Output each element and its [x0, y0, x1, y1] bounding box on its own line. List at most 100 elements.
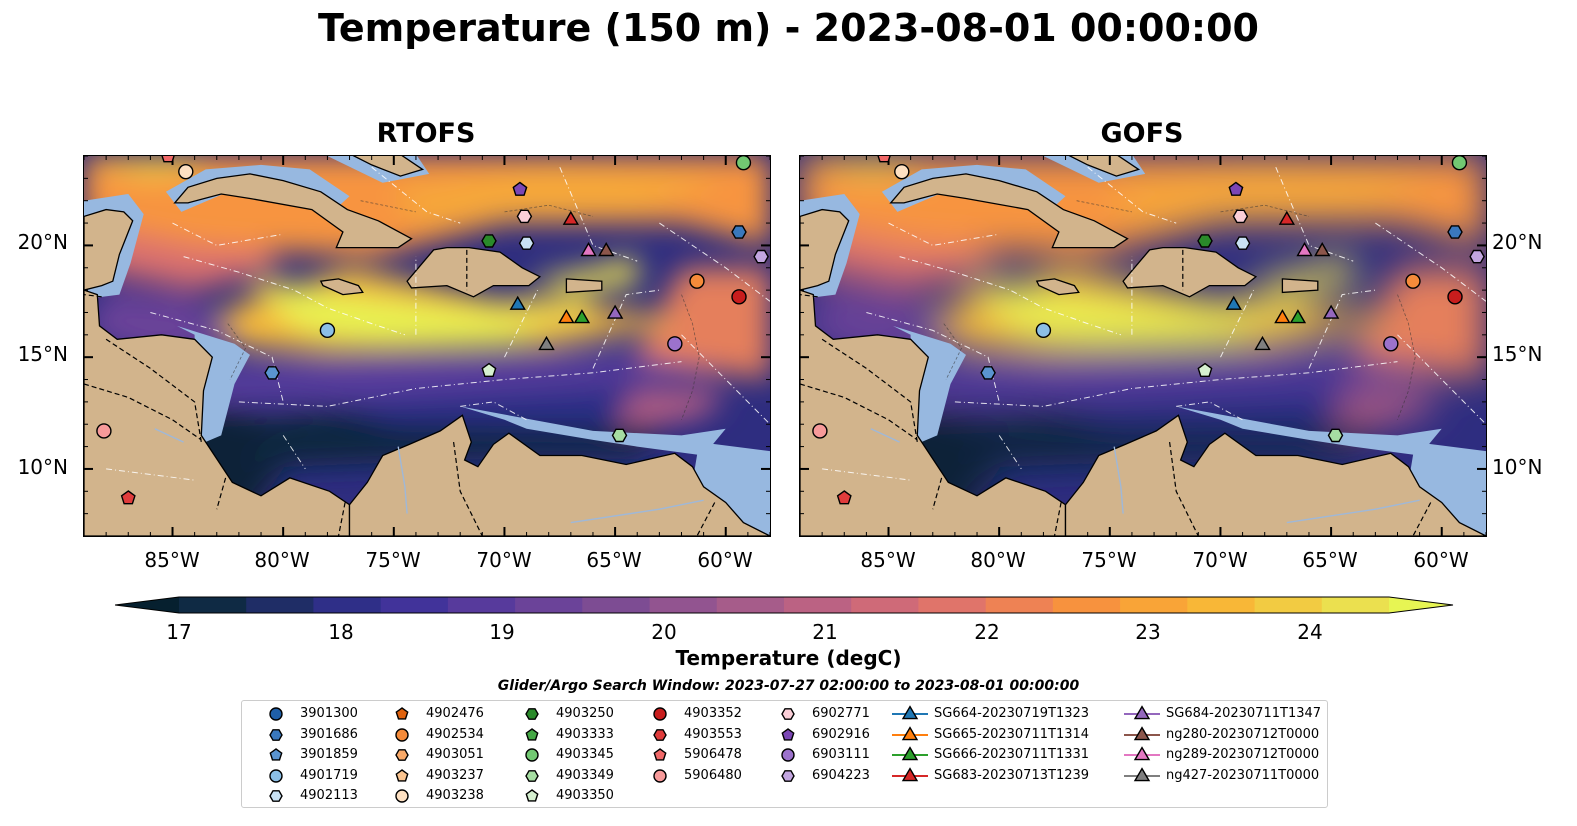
colorbar-outline — [115, 596, 1454, 614]
legend-marker — [395, 768, 409, 782]
axis-ticks — [800, 156, 1486, 536]
eez-boundaries — [822, 166, 1486, 481]
colorbar-extend-min — [115, 597, 179, 613]
observation-marker — [580, 241, 597, 257]
colorbar-label: Temperature (degC) — [675, 646, 902, 670]
x-tick-label: 75°W — [365, 548, 421, 572]
legend-entry-label: 4903349 — [556, 767, 614, 783]
legend-entry-label: 4902476 — [426, 706, 484, 721]
observation-marker — [1405, 273, 1421, 289]
observation-marker — [753, 249, 769, 264]
observation-marker — [573, 309, 591, 324]
country-borders — [800, 249, 1432, 536]
temperature-contour — [393, 167, 726, 224]
x-tick-label: 65°W — [586, 548, 642, 572]
legend-marker — [269, 707, 283, 721]
x-tick-label: 85°W — [860, 548, 916, 572]
legend-marker — [525, 748, 539, 762]
legend-marker — [1133, 767, 1151, 782]
colorbar-bin — [649, 597, 718, 613]
observation-marker — [877, 156, 891, 163]
legend-marker — [395, 789, 409, 804]
legend-marker — [525, 708, 539, 720]
triangle-marker-icon — [892, 725, 928, 740]
observation-marker — [1383, 336, 1399, 352]
legend-marker — [653, 707, 667, 721]
legend-entry-label: 6902916 — [812, 726, 870, 742]
legend-entry-label: 5906480 — [684, 767, 742, 783]
observation-marker — [1289, 309, 1307, 324]
observation-marker — [178, 163, 194, 180]
observation-marker — [894, 163, 910, 180]
legend-marker — [525, 727, 539, 741]
x-tick-label: 60°W — [1413, 548, 1469, 572]
legend-entry-label: 4903237 — [426, 767, 484, 783]
observation-marker — [120, 490, 136, 505]
legend-marker — [395, 749, 409, 762]
temperature-contour — [1331, 390, 1442, 425]
observation-marker — [512, 181, 528, 196]
triangle-marker-icon — [892, 767, 928, 782]
colorbar-tick-label: 18 — [328, 620, 354, 644]
y-tick-label: 10°N — [17, 455, 68, 479]
legend-entry-label: 4903333 — [556, 726, 614, 742]
observation-marker — [1035, 322, 1052, 339]
colorbar-bin — [179, 597, 247, 613]
x-tick-label: 70°W — [1192, 548, 1248, 572]
temperature-contour — [888, 357, 1442, 402]
colorbar-bin — [985, 597, 1054, 613]
pentagon-marker-icon — [525, 789, 539, 802]
pentagon-marker-icon — [395, 707, 409, 720]
triangle-marker-icon — [1124, 725, 1160, 740]
legend-entry-label: SG683-20230713T1239 — [934, 767, 1090, 783]
circle-marker-icon — [395, 789, 409, 804]
legend-entry-label: 4902534 — [426, 726, 484, 742]
legend-entry-label: 4903553 — [684, 726, 742, 742]
country-borders — [84, 249, 716, 536]
legend-marker — [781, 748, 795, 762]
legend-marker — [781, 708, 795, 720]
legend-entry-label: 4903352 — [684, 706, 742, 721]
observation-marker — [812, 423, 828, 439]
observation-marker — [1447, 289, 1463, 305]
observation-marker — [1234, 236, 1251, 250]
legend-entry-label: ng280-20230712T0000 — [1166, 726, 1320, 742]
legend-marker — [781, 727, 795, 741]
legend-entry-label: 4903350 — [556, 788, 614, 804]
colorbar-bin — [851, 597, 919, 613]
observation-marker — [606, 304, 624, 319]
colorbar-tick-label: 22 — [974, 620, 1000, 644]
observation-marker — [1274, 309, 1291, 324]
colorbar-tick-label: 20 — [651, 620, 677, 644]
observation-marker — [611, 428, 628, 443]
hexagon-marker-icon — [269, 790, 283, 803]
observation-marker — [1254, 335, 1271, 351]
pentagon-marker-icon — [525, 727, 539, 741]
hexagon-marker-icon — [781, 769, 795, 782]
legend-box: 3901300 3901686 3901859 4901719 4902113 49024… — [241, 700, 1328, 808]
colorbar-extend-max — [1389, 597, 1453, 613]
colorbar-bin — [1254, 597, 1323, 613]
observation-marker — [1322, 304, 1340, 319]
observation-marker — [1296, 241, 1313, 257]
legend-entry-label: 4903250 — [556, 706, 614, 721]
legend-entry-label: ng427-20230711T0000 — [1166, 767, 1320, 783]
figure-title: Temperature (150 m) - 2023-08-01 00:00:0… — [317, 6, 1259, 50]
observation-marker — [481, 362, 497, 378]
circle-marker-icon — [269, 769, 283, 783]
legend-entry-label: 4903238 — [426, 788, 484, 804]
legend-marker — [653, 728, 667, 741]
y-tick-label: 10°N — [1492, 455, 1543, 479]
circle-marker-icon — [653, 707, 667, 721]
temperature-contour — [526, 256, 638, 291]
observation-marker — [1469, 249, 1485, 264]
observation-marker — [1447, 225, 1463, 239]
observation-marker — [538, 335, 555, 351]
legend-entry-label: ng289-20230712T0000 — [1166, 747, 1320, 763]
legend-entry-label: 6902771 — [812, 706, 870, 721]
rtofs-map-svg — [84, 156, 770, 536]
observation-marker — [558, 309, 575, 324]
legend-marker — [269, 769, 283, 783]
legend-marker — [901, 767, 919, 782]
legend-marker — [1133, 705, 1151, 720]
